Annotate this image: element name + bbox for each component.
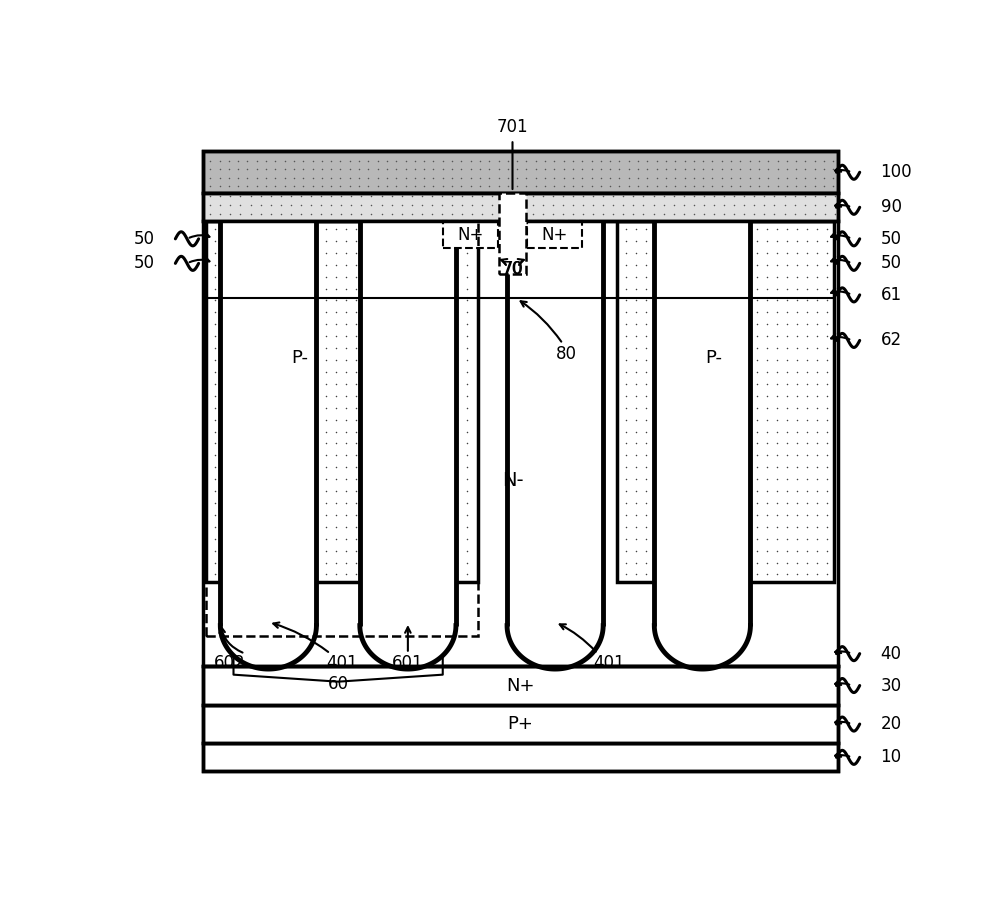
Text: N+: N+ [506,676,534,694]
Bar [443,221,498,248]
Text: 401: 401 [594,653,625,672]
Text: 40: 40 [881,644,902,662]
Text: 10: 10 [881,748,902,766]
Text: 602: 602 [214,653,245,672]
Text: 401: 401 [326,653,358,672]
Text: 90: 90 [881,198,902,217]
Text: 60: 60 [328,674,349,693]
Bar [527,221,582,248]
Text: 601: 601 [392,653,424,672]
Text: P-: P- [706,349,722,367]
Polygon shape [220,221,316,669]
Text: 70: 70 [502,260,523,278]
Bar [202,704,838,743]
Text: N+: N+ [457,226,483,244]
Bar [206,221,478,636]
Text: 50: 50 [881,255,902,272]
Polygon shape [360,221,456,669]
Bar [202,193,838,221]
Text: 701: 701 [497,117,528,136]
Bar [202,666,838,704]
Text: 30: 30 [881,676,902,694]
Bar [202,743,838,772]
Bar [499,193,526,274]
Bar [202,151,838,193]
Text: P+: P+ [507,715,533,733]
Text: 70: 70 [502,260,523,278]
Polygon shape [507,221,603,669]
Polygon shape [654,221,750,669]
Text: N-: N- [502,471,523,490]
Text: N+: N+ [542,226,568,244]
Text: 50: 50 [133,230,154,248]
Bar [617,221,834,582]
Text: 61: 61 [881,286,902,304]
Text: 100: 100 [881,163,912,181]
Text: 50: 50 [133,255,154,272]
Text: P-: P- [291,349,308,367]
Text: P-: P- [505,257,520,275]
Bar [202,151,838,772]
Text: 50: 50 [881,230,902,248]
Bar [202,151,838,772]
Text: 80: 80 [556,346,577,363]
Text: 62: 62 [881,331,902,349]
Text: 20: 20 [881,715,902,733]
Bar [206,221,478,582]
